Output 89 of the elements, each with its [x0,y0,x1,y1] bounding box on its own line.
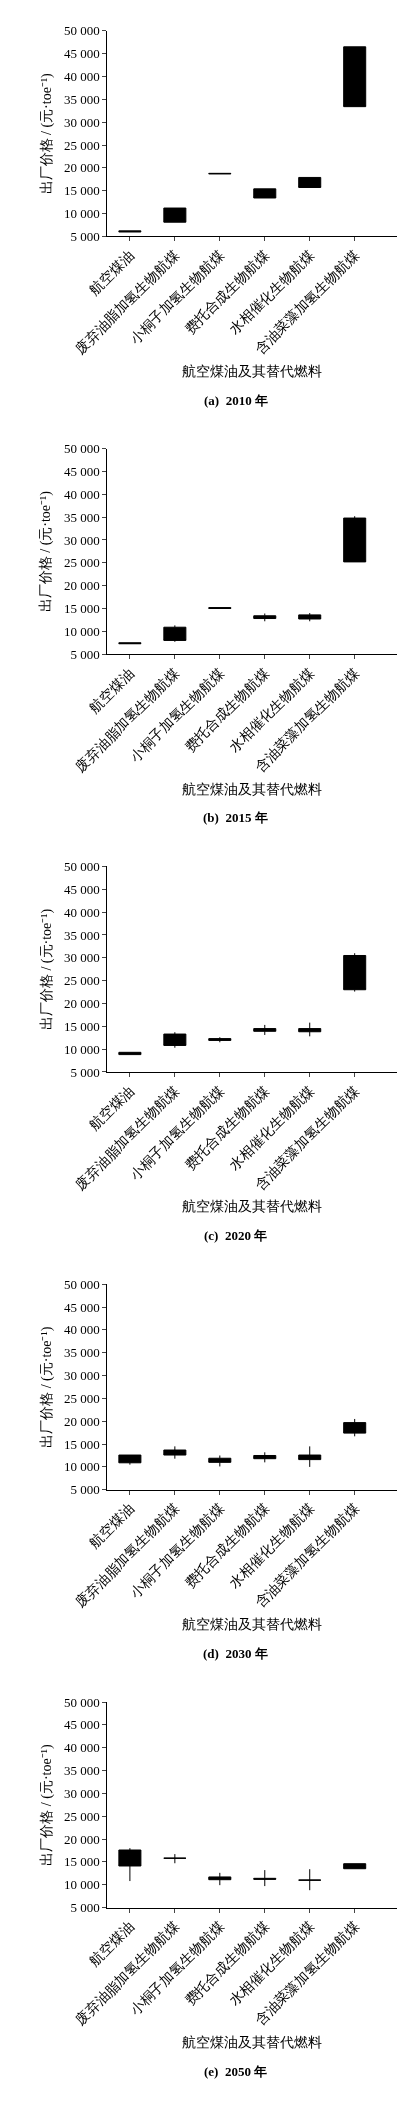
y-tick-label: 25 000 [64,137,100,153]
candlestick [343,1418,367,1437]
candlestick [163,1445,187,1460]
y-tick-label: 20 000 [64,160,100,176]
candlestick [208,1455,232,1467]
y-tick-label: 50 000 [64,23,100,39]
y-tick-label: 10 000 [64,623,100,639]
y-tick-label: 50 000 [64,1276,100,1292]
y-tick-label: 10 000 [64,1877,100,1893]
y-tick-label: 45 000 [64,464,100,480]
text: (c) 2020 年 [204,1228,268,1243]
x-axis-title: 航空煤油及其替代燃料 [182,782,322,797]
candlestick [298,1445,322,1468]
y-tick-label: 15 000 [64,183,100,199]
candlestick [118,1454,142,1466]
y-tick-label: 40 000 [64,1740,100,1756]
y-tick-label: 45 000 [64,1717,100,1733]
y-tick-label: 30 000 [64,1368,100,1384]
y-tick-label: 35 000 [64,91,100,107]
candlestick [163,207,187,223]
y-tick-label: 40 000 [64,1322,100,1338]
y-tick-label: 15 000 [64,601,100,617]
y-tick-label: 35 000 [64,509,100,525]
x-axis-title: 航空煤油及其替代燃料 [182,2035,322,2050]
y-tick-label: 5 000 [70,1064,100,1080]
y-tick-label: 40 000 [64,486,100,502]
y-tick-label: 10 000 [64,1041,100,1057]
y-tick-label: 15 000 [64,1854,100,1870]
y-tick-label: 20 000 [64,578,100,594]
x-axis-title: 航空煤油及其替代燃料 [182,1199,322,1214]
candlestick [163,624,187,643]
y-tick-label: 45 000 [64,1299,100,1315]
text: (a) 2010 年 [204,393,268,408]
y-tick-label: 40 000 [64,904,100,920]
candlestick [253,1869,277,1887]
candlestick [253,1024,277,1036]
y-tick-label: 30 000 [64,532,100,548]
y-tick-label: 30 000 [64,114,100,130]
y-axis-title: 出厂价格 / (元·toe⁻¹) [39,1744,56,1866]
y-tick-label: 10 000 [64,206,100,222]
y-tick-label: 15 000 [64,1018,100,1034]
y-tick-label: 25 000 [64,973,100,989]
candlestick [163,1031,187,1049]
y-tick-label: 35 000 [64,1345,100,1361]
y-tick-label: 50 000 [64,1694,100,1710]
candlestick [253,188,277,199]
y-tick-label: 20 000 [64,996,100,1011]
y-tick-label: 50 000 [64,858,100,874]
candlestick [343,1863,367,1870]
candlestick [343,952,367,993]
x-axis-title: 航空煤油及其替代燃料 [182,364,322,379]
y-tick-label: 25 000 [64,555,100,571]
y-tick-label: 40 000 [64,69,100,85]
y-tick-label: 50 000 [64,441,100,457]
y-tick-label: 45 000 [64,46,100,62]
y-tick-label: 45 000 [64,881,100,897]
candlestick [163,1853,187,1864]
y-tick-label: 30 000 [64,1785,100,1801]
x-axis-title: 航空煤油及其替代燃料 [182,1617,322,1632]
y-tick-label: 20 000 [64,1831,100,1847]
candlestick [343,515,367,563]
y-axis-title: 出厂价格 / (元·toe⁻¹) [38,1326,55,1448]
text: (d) 2030 年 [203,1646,268,1661]
y-tick-label: 25 000 [64,1390,100,1406]
y-tick-label: 30 000 [64,950,100,966]
y-tick-label: 35 000 [64,927,100,943]
y-tick-label: 5 000 [70,646,100,662]
candlestick [298,1022,322,1037]
y-axis-title: 出厂价格 / (元·toe⁻¹) [38,490,55,613]
candlestick [253,613,277,622]
y-tick-label: 5 000 [70,1482,100,1498]
y-axis-title: 出厂价格 / (元·toe⁻¹) [39,72,56,195]
y-axis-title: 出厂价格 / (元·toe⁻¹) [38,908,55,1031]
candlestick [298,1868,322,1891]
candlestick [343,46,367,108]
candlestick [208,1872,232,1886]
y-tick-label: 20 000 [64,1413,100,1429]
y-tick-label: 25 000 [64,1808,100,1824]
candlestick [298,612,322,622]
y-tick-label: 15 000 [64,1436,100,1452]
candlestick [118,1847,142,1882]
candlestick [208,1036,232,1043]
candlestick [298,176,322,188]
text: (e) 2050 年 [204,2064,268,2079]
text: (b) 2015 年 [203,810,268,825]
y-tick-label: 5 000 [70,1900,100,1916]
y-tick-label: 10 000 [64,1459,100,1475]
y-tick-label: 35 000 [64,1763,100,1779]
y-tick-label: 5 000 [70,228,100,244]
